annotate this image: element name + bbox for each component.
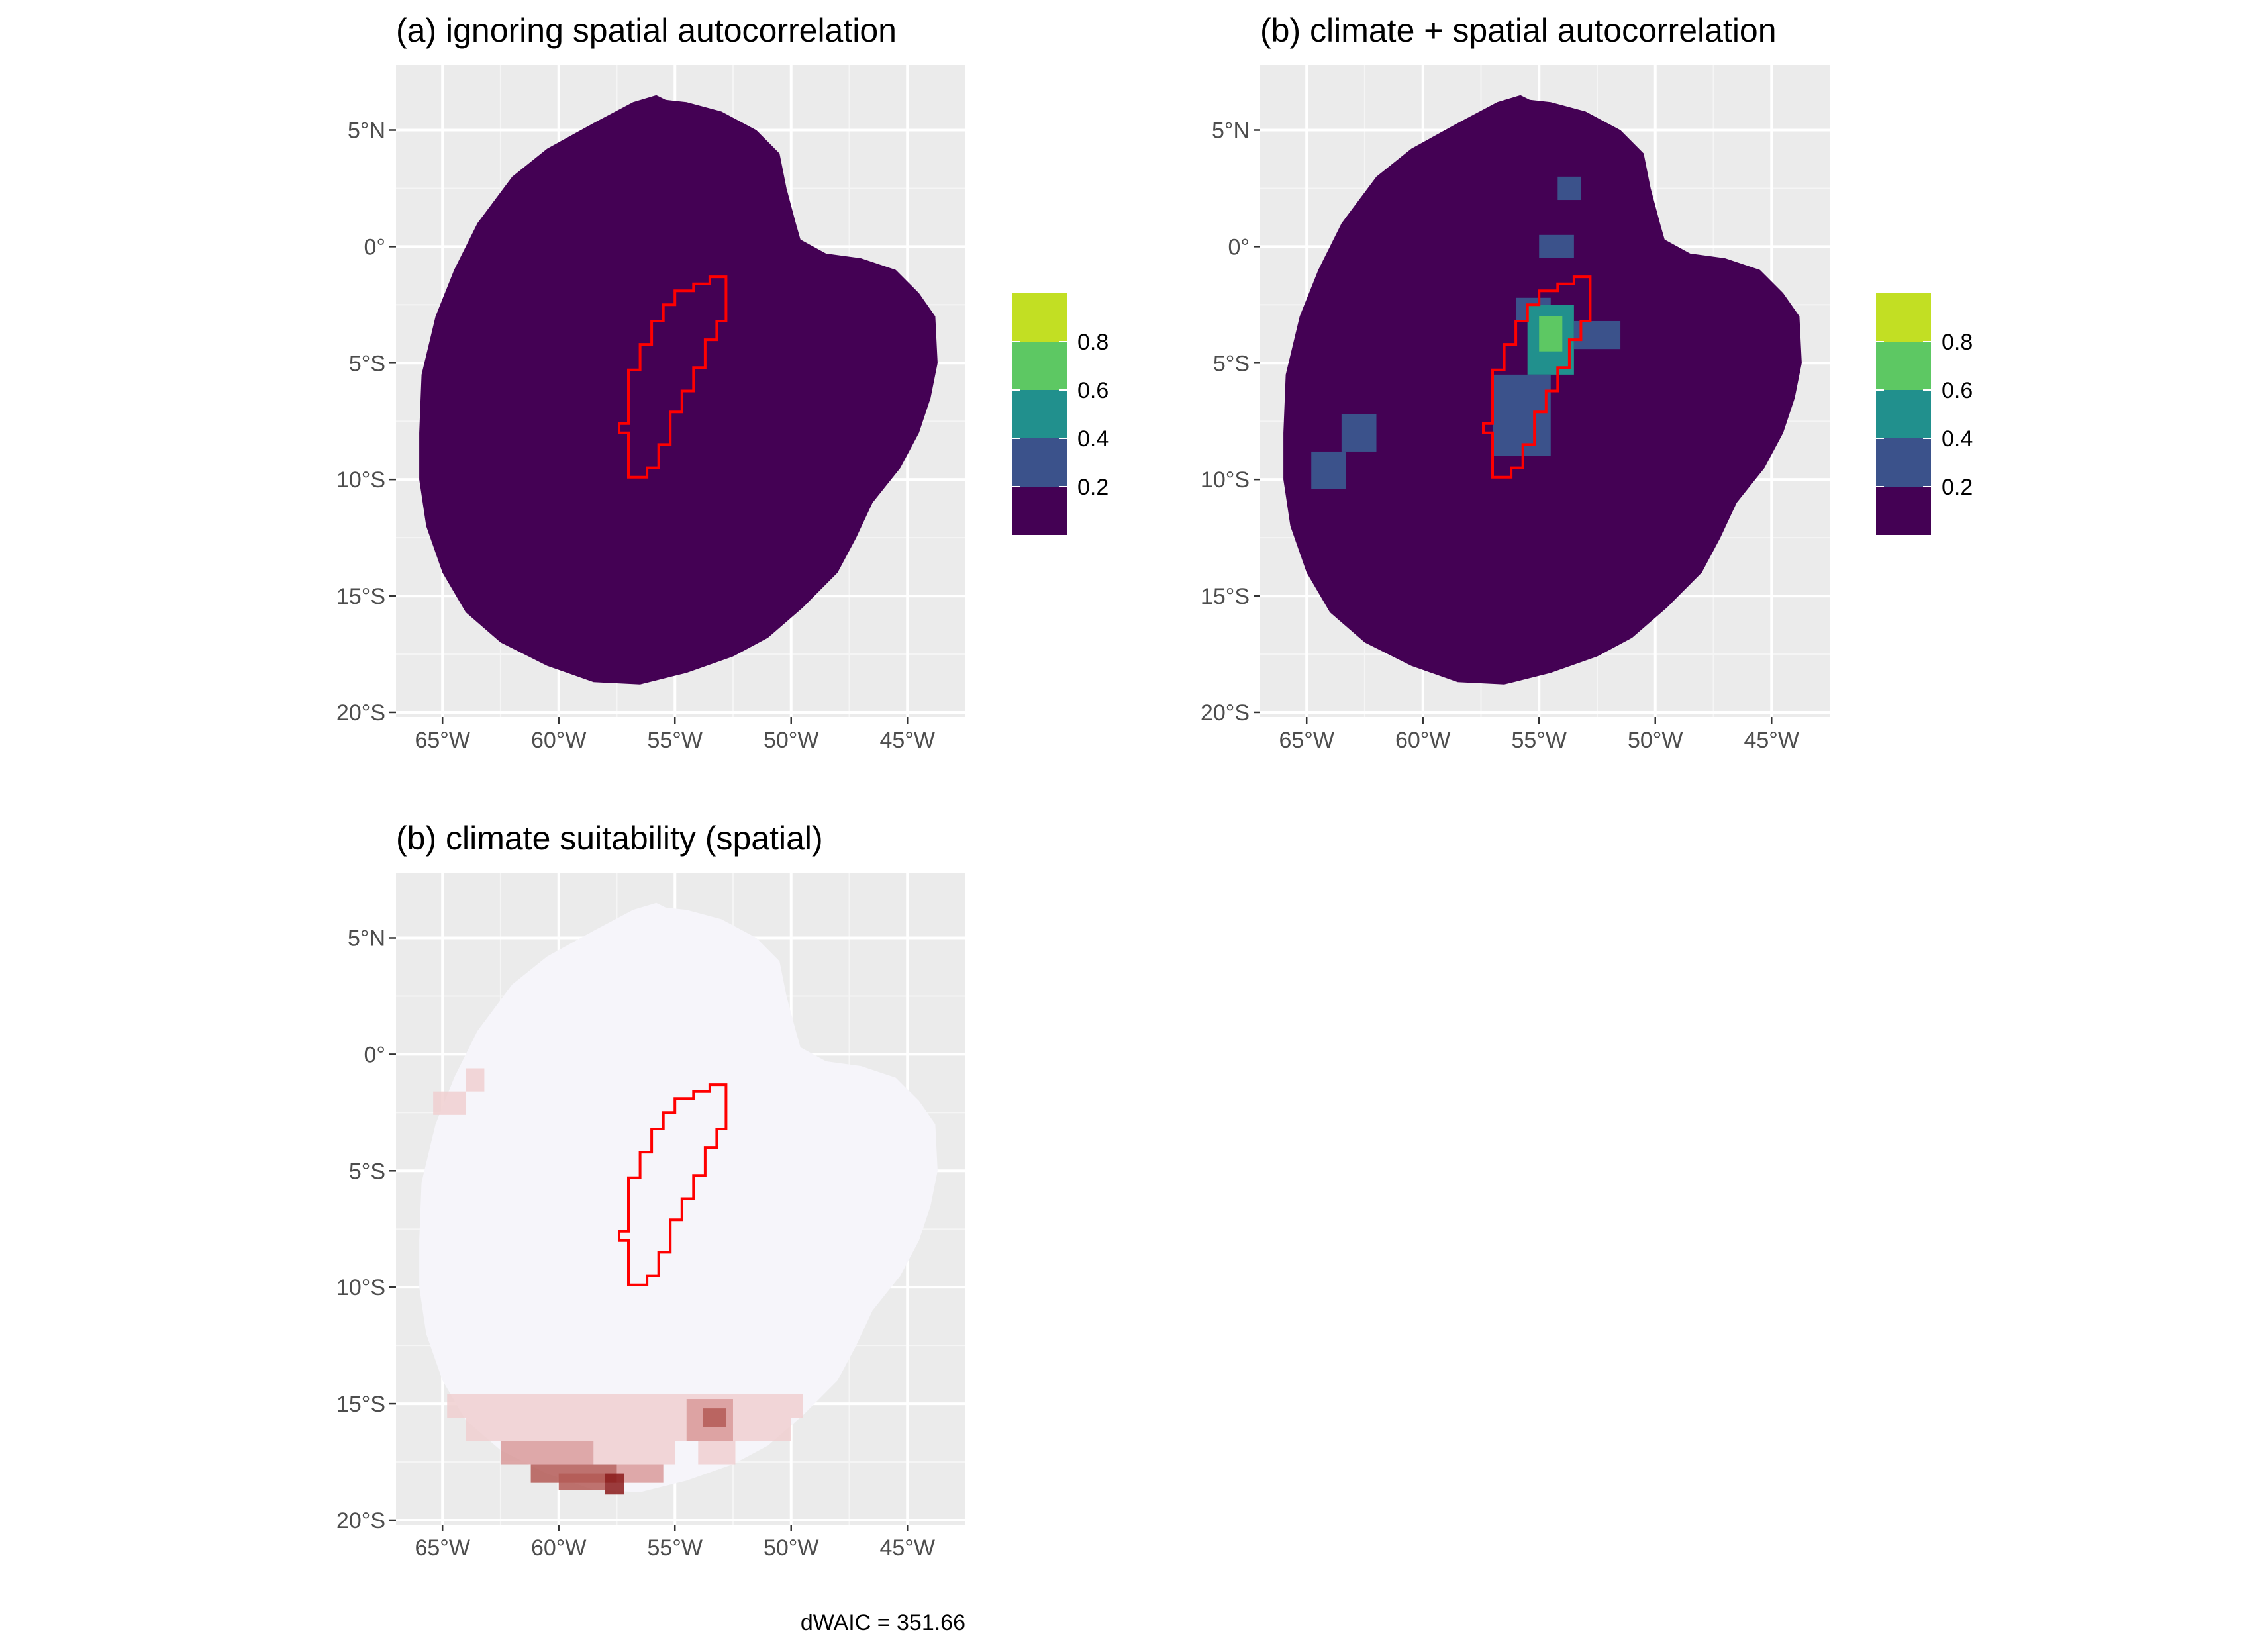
panel-c: (b) climate suitability (spatial) 65°W 60…	[336, 820, 965, 1561]
y-tick-label: 15°S	[336, 584, 385, 609]
legend-label: 0.2	[1942, 475, 1973, 500]
panel-c-study-area-outline	[618, 1083, 728, 1286]
suitability-cell	[433, 1091, 466, 1115]
y-tick-label: 5°S	[1213, 351, 1250, 376]
probability-patch	[1341, 414, 1377, 452]
panel-b: (b) climate + spatial autocorrelation 65…	[1201, 12, 1973, 753]
legend-key	[1012, 390, 1067, 438]
legend-key	[1012, 342, 1067, 390]
probability-patch	[1493, 374, 1551, 456]
y-tick-label: 20°S	[336, 700, 385, 726]
x-tick-label: 60°W	[531, 1535, 587, 1561]
panel-a-x-axis: 65°W 60°W 55°W 50°W 45°W	[415, 717, 935, 753]
x-tick-label: 50°W	[1628, 728, 1683, 753]
dwaic-annotation: dWAIC = 351.66	[801, 1610, 965, 1635]
legend-label: 0.4	[1077, 426, 1109, 452]
probability-patch	[1539, 316, 1563, 352]
y-tick-label: 5°N	[1212, 119, 1250, 144]
suitability-cell	[703, 1408, 726, 1427]
legend-label: 0.8	[1942, 330, 1973, 355]
panel-b-legend: 0.2 0.4 0.6 0.8	[1876, 293, 1973, 535]
probability-patch	[1311, 451, 1346, 489]
legend-label: 0.4	[1942, 426, 1973, 452]
y-tick-label: 0°	[364, 234, 385, 260]
y-tick-label: 5°N	[348, 926, 385, 951]
y-tick-label: 5°S	[349, 351, 385, 376]
panel-b-title: (b) climate + spatial autocorrelation	[1260, 12, 1777, 49]
x-tick-label: 45°W	[879, 1535, 935, 1561]
x-tick-label: 65°W	[415, 1535, 470, 1561]
panel-b-y-axis: 5°N 0° 5°S 10°S 15°S 20°S	[1201, 119, 1260, 726]
y-tick-label: 20°S	[336, 1508, 385, 1533]
panel-a-y-axis: 5°N 0° 5°S 10°S 15°S 20°S	[336, 119, 396, 726]
legend-key	[1012, 438, 1067, 487]
y-tick-label: 20°S	[1201, 700, 1250, 726]
x-tick-label: 55°W	[647, 1535, 703, 1561]
panel-b-study-area-outline	[1482, 275, 1592, 479]
suitability-cell	[447, 1394, 803, 1418]
panel-a-study-area-outline	[618, 275, 728, 479]
legend-label: 0.6	[1077, 378, 1109, 403]
y-tick-label: 5°S	[349, 1159, 385, 1184]
x-tick-label: 50°W	[764, 728, 819, 753]
x-tick-label: 45°W	[879, 728, 935, 753]
y-tick-label: 10°S	[1201, 467, 1250, 493]
panel-c-suitability-hotspots	[433, 1068, 803, 1495]
y-tick-label: 15°S	[336, 1392, 385, 1417]
panel-c-x-axis: 65°W 60°W 55°W 50°W 45°W	[415, 1525, 935, 1561]
x-tick-label: 60°W	[1395, 728, 1451, 753]
suitability-cell	[466, 1418, 791, 1441]
panel-a-title: (a) ignoring spatial autocorrelation	[396, 12, 897, 49]
suitability-cell	[558, 1473, 605, 1490]
y-tick-label: 10°S	[336, 467, 385, 493]
probability-patch	[1539, 234, 1574, 258]
panel-c-region	[419, 902, 938, 1492]
y-tick-label: 15°S	[1201, 584, 1250, 609]
suitability-cell	[605, 1473, 624, 1495]
y-tick-label: 5°N	[348, 119, 385, 144]
x-tick-label: 60°W	[531, 728, 587, 753]
panel-b-probability-patches	[1311, 176, 1621, 489]
x-tick-label: 45°W	[1744, 728, 1799, 753]
x-tick-label: 65°W	[1279, 728, 1334, 753]
panel-b-x-axis: 65°W 60°W 55°W 50°W 45°W	[1279, 717, 1799, 753]
panel-a-region	[419, 95, 938, 685]
x-tick-label: 55°W	[1511, 728, 1567, 753]
legend-label: 0.6	[1942, 378, 1973, 403]
suitability-cell	[616, 1464, 664, 1483]
panel-a: (a) ignoring spatial autocorrelation 65°…	[336, 12, 1109, 753]
x-tick-label: 55°W	[647, 728, 703, 753]
suitability-cell	[466, 1068, 485, 1092]
suitability-cell	[593, 1441, 675, 1465]
x-tick-label: 50°W	[764, 1535, 819, 1561]
y-tick-label: 0°	[1228, 234, 1250, 260]
legend-key	[1876, 390, 1931, 438]
legend-key	[1876, 438, 1931, 487]
panel-c-title: (b) climate suitability (spatial)	[396, 820, 823, 857]
legend-key	[1012, 487, 1067, 535]
y-tick-label: 10°S	[336, 1275, 385, 1300]
suitability-cell	[500, 1441, 594, 1465]
legend-key	[1876, 293, 1931, 342]
legend-label: 0.8	[1077, 330, 1109, 355]
y-tick-label: 0°	[364, 1042, 385, 1067]
legend-key	[1876, 342, 1931, 390]
panel-a-legend: 0.2 0.4 0.6 0.8	[1012, 293, 1109, 535]
legend-key	[1012, 293, 1067, 342]
probability-patch	[1557, 176, 1581, 201]
suitability-cell	[698, 1441, 736, 1465]
legend-label: 0.2	[1077, 475, 1109, 500]
legend-key	[1876, 487, 1931, 535]
panel-c-y-axis: 5°N 0° 5°S 10°S 15°S 20°S	[336, 926, 396, 1533]
x-tick-label: 65°W	[415, 728, 470, 753]
